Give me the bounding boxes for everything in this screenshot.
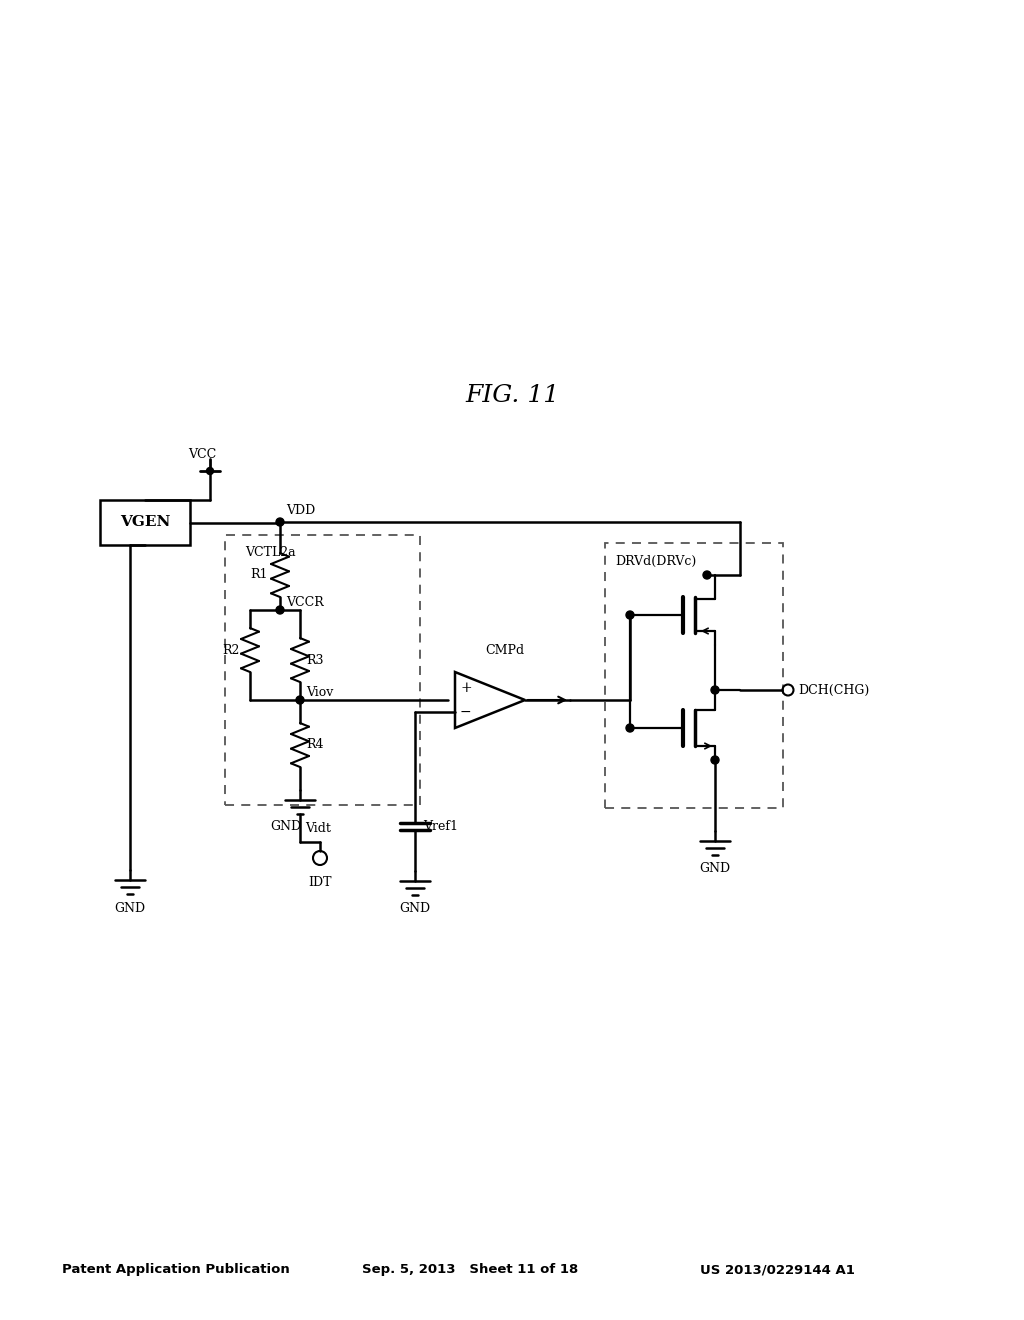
Circle shape [296, 696, 304, 704]
Text: US 2013/0229144 A1: US 2013/0229144 A1 [700, 1263, 855, 1276]
Text: Vidt: Vidt [305, 821, 331, 834]
Circle shape [626, 611, 634, 619]
Text: R4: R4 [306, 738, 324, 751]
Text: R2: R2 [222, 644, 240, 656]
Text: GND: GND [115, 902, 145, 915]
Text: −: − [460, 705, 472, 719]
Text: Viov: Viov [306, 685, 334, 698]
Text: DRVd(DRVc): DRVd(DRVc) [615, 554, 696, 568]
Text: VCCR: VCCR [286, 595, 324, 609]
Bar [100, 500, 190, 545]
Text: VDD: VDD [286, 503, 315, 516]
Text: FIG. 11: FIG. 11 [465, 384, 559, 407]
Text: Vref1: Vref1 [423, 820, 458, 833]
Circle shape [207, 467, 213, 474]
Text: +: + [460, 681, 472, 696]
Text: Patent Application Publication: Patent Application Publication [62, 1263, 290, 1276]
Text: GND: GND [399, 903, 430, 916]
Circle shape [276, 606, 284, 614]
Text: R1: R1 [250, 569, 267, 582]
Circle shape [703, 572, 711, 579]
Text: VCTL2a: VCTL2a [245, 546, 296, 560]
Bar [225, 535, 420, 805]
Circle shape [711, 756, 719, 764]
Text: CMPd: CMPd [485, 644, 524, 657]
Circle shape [626, 723, 634, 733]
Text: IDT: IDT [308, 875, 332, 888]
Circle shape [276, 517, 284, 525]
Text: VGEN: VGEN [120, 516, 170, 529]
Text: R3: R3 [306, 653, 324, 667]
Bar [605, 543, 783, 808]
Text: VCC: VCC [188, 449, 216, 462]
Text: DCH(CHG): DCH(CHG) [798, 684, 869, 697]
Text: Sep. 5, 2013   Sheet 11 of 18: Sep. 5, 2013 Sheet 11 of 18 [362, 1263, 579, 1276]
Text: GND: GND [270, 820, 301, 833]
Circle shape [711, 686, 719, 694]
Text: GND: GND [699, 862, 730, 875]
